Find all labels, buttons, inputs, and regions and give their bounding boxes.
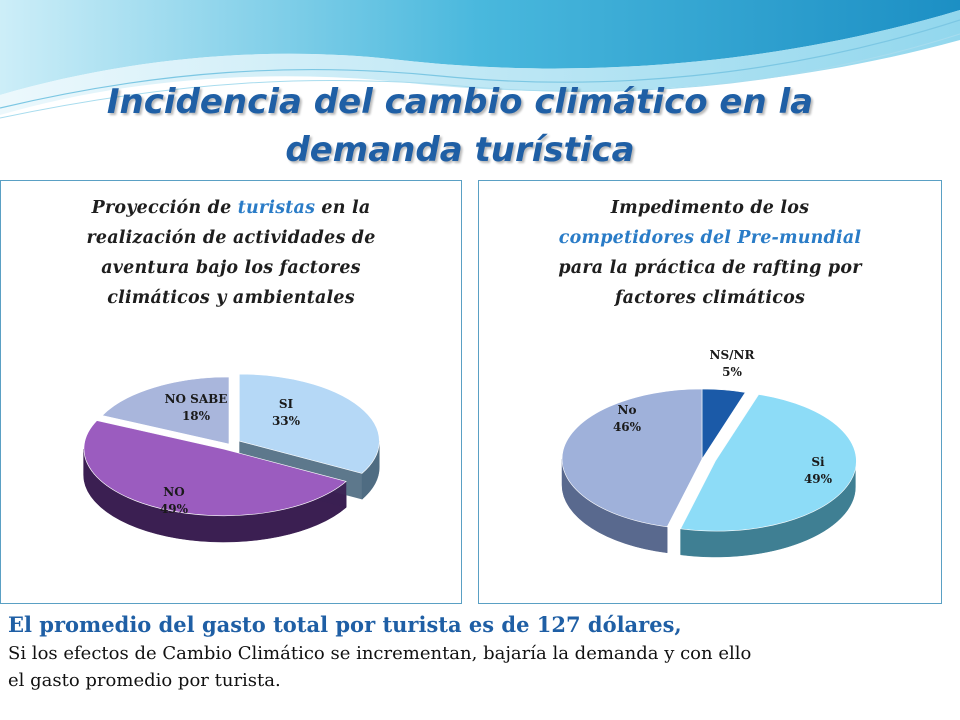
summary-headline: El promedio del gasto total por turista … [8,612,682,637]
pie-label-no-sabe: NO SABE [165,392,228,406]
chart-title-text-post: en la [315,198,371,218]
pie-label-no: No [618,403,637,417]
pie-label-si: Si [811,455,825,469]
chart-panel-competitors: Impedimento de los competidores del Pre-… [478,180,942,604]
chart-title-tourists: Proyección de turistas en la realización… [1,193,461,313]
pie-value-label-no: 46% [613,420,642,434]
chart-title-highlight: competidores del Pre-mundial [558,228,862,248]
chart-title-line-3: aventura bajo los factores [101,258,361,278]
summary-body-line-1: Si los efectos de Cambio Climático se in… [8,643,752,664]
pie-slice-no [83,420,347,517]
pie-slice-si [680,394,857,532]
pie-value-label-no-sabe: 18% [182,409,211,423]
pie-value-label-no: 49% [160,502,189,516]
chart-title-line-1: Impedimento de los [610,198,810,218]
chart-title-line-2: realización de actividades de [86,228,376,248]
pie-slice-si [239,373,380,474]
background-waves [0,0,960,119]
chart-title-highlight: turistas [237,198,316,218]
pie-label-si: SI [279,397,294,411]
chart-title-competitors: Impedimento de los competidores del Pre-… [479,193,941,313]
summary-body-line-2: el gasto promedio por turista. [8,670,281,691]
pie-slice-no [561,388,703,528]
slide-title-line-1: Incidencia del cambio climático en la [106,82,814,122]
pie-label-ns-nr: NS/NR [710,348,756,362]
pie-value-label-ns-nr: 5% [722,365,742,379]
chart-panel-tourists: Proyección de turistas en la realización… [0,180,462,604]
chart-title-line-4: climáticos y ambientales [107,288,355,308]
chart-title-text-pre: Proyección de [91,198,238,218]
pie-chart-competitors: NS/NR 5% Si 49% No 46% [561,348,857,558]
pie-chart-tourists: SI 33% NO 49% NO SABE 18% [83,373,380,543]
summary-block: El promedio del gasto total por turista … [8,610,952,694]
summary-body: Si los efectos de Cambio Climático se in… [8,640,952,694]
chart-title-line-4: factores climáticos [614,288,806,308]
chart-title-line-3: para la práctica de rafting por [558,258,862,278]
slide-title: Incidencia del cambio climático en la de… [40,78,880,174]
pie-label-no: NO [163,485,184,499]
pie-value-label-si: 49% [804,472,833,486]
slide-title-line-2: demanda turística [285,130,635,170]
pie-slice-no-sabe [101,376,230,445]
pie-value-label-si: 33% [272,414,301,428]
